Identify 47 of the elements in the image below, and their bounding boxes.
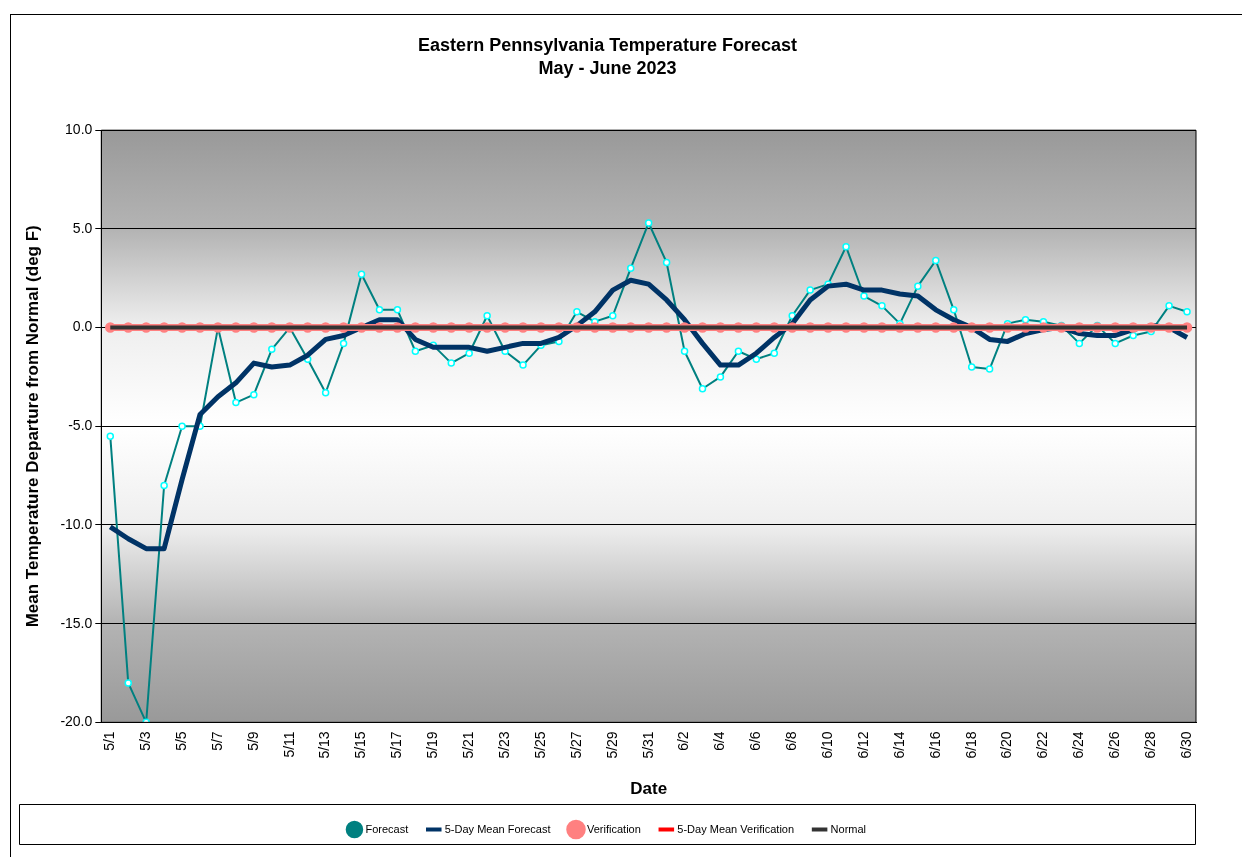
x-tick-label: 6/28 (1142, 731, 1158, 759)
x-tick-label: 6/16 (926, 731, 943, 759)
legend-label: Forecast (365, 822, 409, 835)
x-axis-title: Date (630, 779, 668, 799)
x-tick-label: 6/14 (890, 731, 907, 759)
x-tick-label: 5/17 (388, 731, 405, 759)
legend-label: 5-Day Mean Forecast (444, 822, 551, 835)
x-tick-label: 6/20 (998, 731, 1015, 759)
x-tick-label: 6/24 (1070, 731, 1087, 759)
x-tick-label: 6/22 (1034, 731, 1051, 759)
x-tick-label: 5/1 (101, 731, 118, 751)
y-tick-label: -5.0 (68, 417, 93, 434)
x-tick-label: 5/15 (352, 731, 369, 759)
x-tick-label: 6/10 (818, 731, 835, 759)
legend-label: 5-Day Mean Verification (677, 822, 795, 835)
x-tick-label: 5/5 (172, 731, 189, 751)
x-tick-label: 5/11 (280, 731, 297, 758)
x-tick-label: 5/21 (460, 731, 477, 759)
y-tick-label: -15.0 (60, 614, 93, 631)
y-tick-label: 0.0 (72, 318, 93, 335)
x-tick-label: 6/18 (962, 731, 979, 759)
x-tick-label: 6/4 (711, 731, 728, 751)
y-tick-label: -20.0 (60, 713, 93, 730)
chart-title: Eastern Pennsylvania Temperature Forecast (418, 34, 797, 55)
x-tick-label: 6/12 (854, 731, 871, 759)
x-tick-label: 5/7 (208, 731, 225, 751)
x-tick-label: 6/30 (1177, 731, 1194, 759)
y-axis-title: Mean Temperature Departure from Normal (deg F) (22, 225, 42, 628)
x-tick-label: 5/9 (244, 731, 261, 751)
legend-label: Normal (830, 822, 867, 835)
x-tick-label: 5/23 (495, 731, 512, 759)
x-tick-label: 5/25 (531, 731, 548, 759)
x-tick-label: 6/8 (783, 731, 800, 751)
x-tick-label: 5/27 (567, 731, 584, 759)
x-tick-label: 6/6 (747, 731, 764, 751)
y-tick-label: 5.0 (72, 219, 93, 236)
x-tick-label: 6/26 (1106, 731, 1123, 759)
x-tick-label: 5/3 (137, 731, 154, 751)
x-tick-label: 6/2 (675, 731, 692, 751)
legend-label: Verification (587, 822, 641, 835)
x-tick-label: 5/31 (639, 731, 656, 759)
chart-subtitle: May - June 2023 (538, 58, 677, 79)
y-tick-label: -10.0 (60, 515, 93, 532)
x-tick-label: 5/29 (603, 731, 620, 759)
x-tick-label: 5/13 (316, 731, 333, 759)
x-tick-label: 5/19 (424, 731, 441, 759)
y-tick-label: 10.0 (65, 121, 93, 138)
